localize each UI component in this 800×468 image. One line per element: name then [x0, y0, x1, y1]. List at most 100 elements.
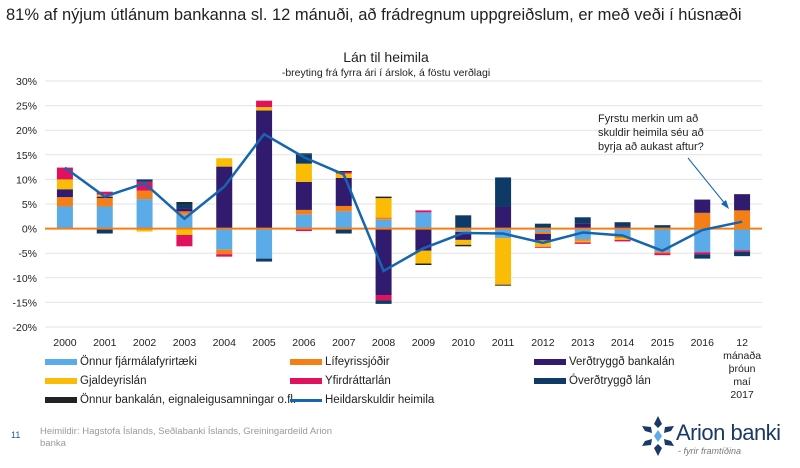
bar-segment: [375, 300, 392, 304]
x-tick-label: 2008: [372, 337, 396, 349]
bar-segment: [455, 231, 472, 233]
legend-label: Heildarskuldir heimila: [325, 394, 435, 406]
legend-label: Verðtryggð bankalán: [569, 356, 675, 368]
bar-segment: [694, 212, 711, 229]
bar-segment: [335, 228, 352, 234]
bar-segment: [495, 284, 512, 286]
chart-title: Lán til heimila: [343, 49, 429, 65]
logo-tagline: - fyrir framtíðina: [678, 446, 742, 456]
bar-segment: [375, 198, 392, 218]
x-tick-label: 2011: [492, 337, 515, 349]
bar-segment: [216, 254, 233, 257]
chart-subtitle: -breyting frá fyrra ári í árslok, á föst…: [282, 67, 490, 79]
x-tick-label: 2000: [53, 337, 77, 349]
legend-label: Önnur fjármálafyrirtæki: [80, 356, 197, 368]
bar-segment: [694, 228, 711, 253]
bar-segment: [136, 181, 153, 191]
legend-swatch: [45, 378, 77, 384]
y-tick-label: 5%: [22, 199, 37, 211]
arion-banki-logo: Arion banki - fyrir framtíðina: [640, 414, 800, 464]
bar-segment: [574, 242, 591, 244]
x-tick-label: 2013: [571, 337, 595, 349]
bar-segment: [216, 166, 233, 229]
bar-segment: [614, 237, 631, 240]
bar-segment: [176, 203, 193, 209]
bar-segment: [176, 211, 193, 215]
y-tick-label: -10%: [12, 273, 37, 285]
bar-segment: [295, 209, 312, 215]
bar-segment: [734, 250, 751, 252]
bar-segment: [534, 228, 551, 233]
bar-segment: [96, 228, 113, 234]
source-note: Heimildir: Hagstofa Íslands, Seðlabanki …: [40, 426, 333, 449]
bar-segment: [534, 223, 551, 229]
bar-segment: [295, 214, 312, 229]
bar-segment: [375, 196, 392, 199]
bar-segment: [415, 212, 432, 229]
bar-segment: [335, 171, 352, 173]
star-logo-icon: [642, 416, 674, 456]
bar-segment: [415, 263, 432, 266]
bar-segment: [694, 252, 711, 255]
bar-segment: [256, 228, 273, 259]
bar-segment: [256, 107, 273, 111]
bar-segment: [574, 239, 591, 241]
bar-segment: [534, 232, 551, 235]
bar-segment: [96, 191, 113, 195]
bar-segment: [455, 244, 472, 247]
legend-label: Óverðtryggð lán: [569, 375, 651, 387]
bar-segment: [136, 199, 153, 229]
bar-segment: [495, 177, 512, 207]
bar-segment: [455, 239, 472, 245]
annotation-text: byrja að aukast aftur?: [598, 141, 704, 153]
bar-segment: [534, 234, 551, 241]
legend-item-lifeyrissjodir: Lífeyrissjóðir: [290, 356, 390, 368]
y-tick-label: 10%: [16, 174, 37, 186]
x-tick-label: 2015: [651, 337, 675, 349]
bar-segment: [136, 190, 153, 200]
legend-item-verdtryggd-bankalan: Verðtryggð bankalán: [534, 356, 675, 368]
bar-segment: [96, 206, 113, 229]
bar-segment: [574, 228, 591, 240]
bar-segment: [295, 228, 312, 232]
y-tick-label: 0%: [22, 224, 37, 236]
bar-segment: [295, 181, 312, 210]
bar-segment: [415, 250, 432, 264]
bar-segment: [216, 249, 233, 255]
x-tick-label: 2006: [292, 337, 316, 349]
bar-segment: [614, 226, 631, 229]
bar-segment: [415, 210, 432, 213]
bar-segment: [734, 251, 751, 257]
x-tick-label: 12 mánaða þróun maí 2017: [723, 337, 761, 401]
page-number: 11: [11, 430, 21, 440]
arrowhead-icon: [721, 200, 729, 209]
bar-segment: [56, 167, 73, 180]
bar-segment: [335, 205, 352, 212]
x-tick-label: 2007: [332, 337, 356, 349]
bar-segment: [56, 189, 73, 198]
legend-swatch: [290, 359, 322, 365]
legend-swatch: [534, 378, 566, 384]
legend-item-onnur-bankalan: Önnur bankalán, eignaleigusamningar o.fl…: [45, 394, 296, 406]
bar-segment: [734, 228, 751, 251]
bar-segment: [734, 210, 751, 229]
legend-item-onnur-fjarmalafyrirtaeki: Önnur fjármálafyrirtæki: [45, 356, 197, 368]
annotation-arrow: [687, 157, 727, 206]
legend-line-swatch: [290, 398, 322, 402]
legend-label: Gjaldeyrislán: [80, 375, 147, 387]
legend-swatch: [45, 397, 77, 403]
annotation-text: skuldir heimila séu að: [598, 127, 704, 139]
bar-segment: [614, 228, 631, 237]
x-tick-label: 2010: [452, 337, 476, 349]
bar-segment: [654, 225, 671, 229]
bar-segment: [614, 222, 631, 227]
bar-segment: [574, 217, 591, 224]
bar-segment: [176, 202, 193, 204]
bar-segment: [534, 246, 551, 248]
bar-segment: [176, 228, 193, 235]
bar-segment: [136, 228, 153, 232]
bar-segment: [375, 295, 392, 301]
y-tick-label: 15%: [16, 150, 37, 162]
legend-item-yfirdrattarlan: Yfirdráttarlán: [290, 375, 391, 387]
y-tick-label: -15%: [12, 297, 37, 309]
